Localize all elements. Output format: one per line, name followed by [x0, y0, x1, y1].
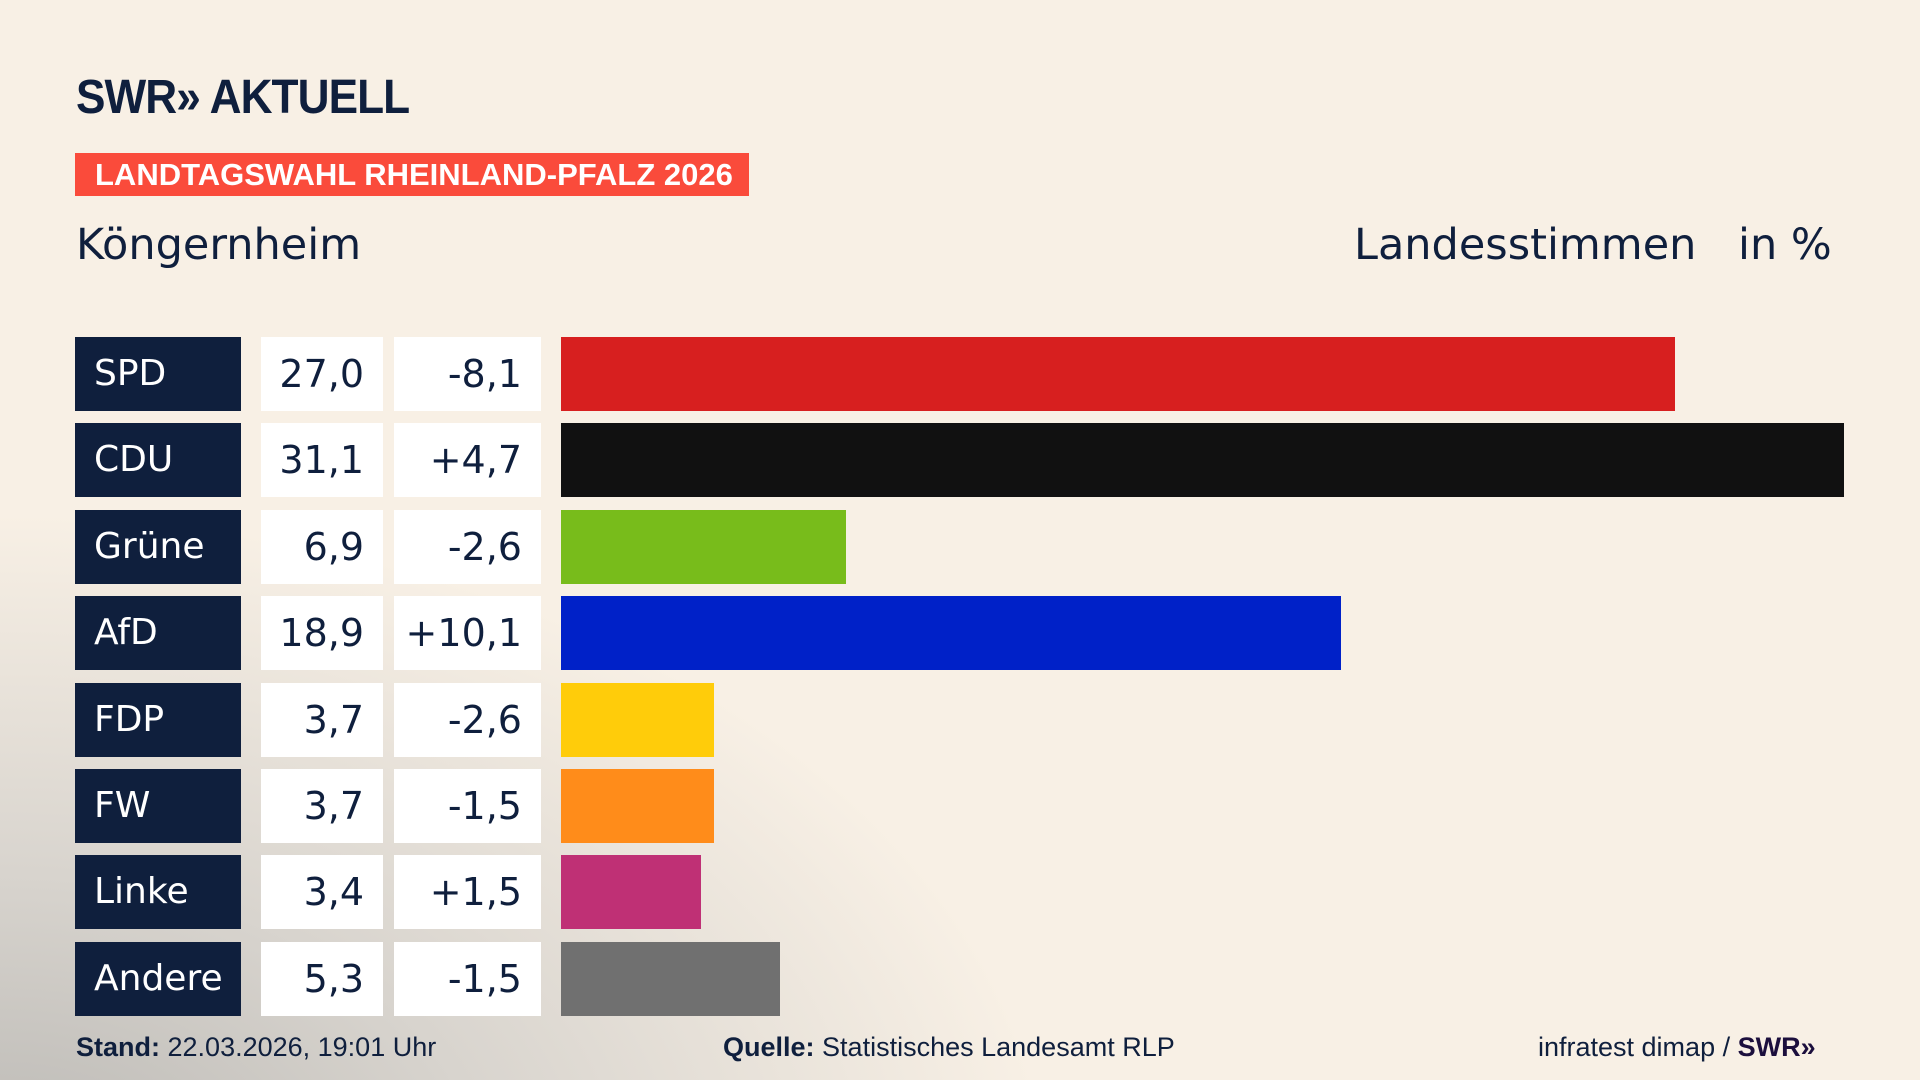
value-label: 3,7	[261, 682, 383, 757]
unit-label: in %	[1738, 220, 1832, 270]
party-label: AfD	[75, 596, 241, 671]
bar-grüne	[561, 509, 846, 584]
party-label: CDU	[75, 423, 241, 498]
credit: infratest dimap / SWR»	[1538, 1032, 1816, 1063]
party-label: FDP	[75, 682, 241, 757]
change-label: -8,1	[394, 337, 541, 411]
timestamp: Stand: 22.03.2026, 19:01 Uhr	[76, 1032, 436, 1063]
source-label: Quelle:	[723, 1032, 815, 1062]
change-label: -1,5	[394, 769, 541, 843]
bar-fdp	[561, 682, 714, 757]
bar-spd	[561, 337, 1675, 411]
source: Quelle: Statistisches Landesamt RLP	[723, 1032, 1175, 1063]
change-label: +10,1	[394, 596, 541, 671]
value-label: 5,3	[261, 941, 383, 1016]
change-label: +1,5	[394, 855, 541, 930]
value-label: 18,9	[261, 596, 383, 671]
swr-logo: SWR»	[1737, 1032, 1816, 1062]
party-label: FW	[75, 769, 241, 843]
value-label: 3,7	[261, 769, 383, 843]
swr-aktuell-logo: SWR» AKTUELL	[76, 71, 410, 124]
bar-fw	[561, 769, 714, 843]
bar-cdu	[561, 423, 1844, 498]
value-label: 31,1	[261, 423, 383, 498]
party-label: Andere	[75, 941, 241, 1016]
election-banner: LANDTAGSWAHL RHEINLAND-PFALZ 2026	[75, 153, 749, 196]
party-label: SPD	[75, 337, 241, 411]
value-label: 27,0	[261, 337, 383, 411]
stand-label: Stand:	[76, 1032, 160, 1062]
change-label: -1,5	[394, 941, 541, 1016]
vote-type-label: Landesstimmen	[1354, 220, 1697, 270]
credit-text: infratest dimap /	[1538, 1032, 1731, 1062]
source-value: Statistisches Landesamt RLP	[822, 1032, 1175, 1062]
stand-value: 22.03.2026, 19:01 Uhr	[167, 1032, 437, 1062]
value-label: 6,9	[261, 509, 383, 584]
change-label: -2,6	[394, 682, 541, 757]
party-label: Linke	[75, 855, 241, 930]
bar-afd	[561, 596, 1341, 671]
bar-linke	[561, 855, 702, 930]
party-label: Grüne	[75, 509, 241, 584]
value-label: 3,4	[261, 855, 383, 930]
change-label: -2,6	[394, 509, 541, 584]
change-label: +4,7	[394, 423, 541, 498]
place-title: Köngernheim	[76, 220, 362, 270]
bar-andere	[561, 941, 780, 1016]
